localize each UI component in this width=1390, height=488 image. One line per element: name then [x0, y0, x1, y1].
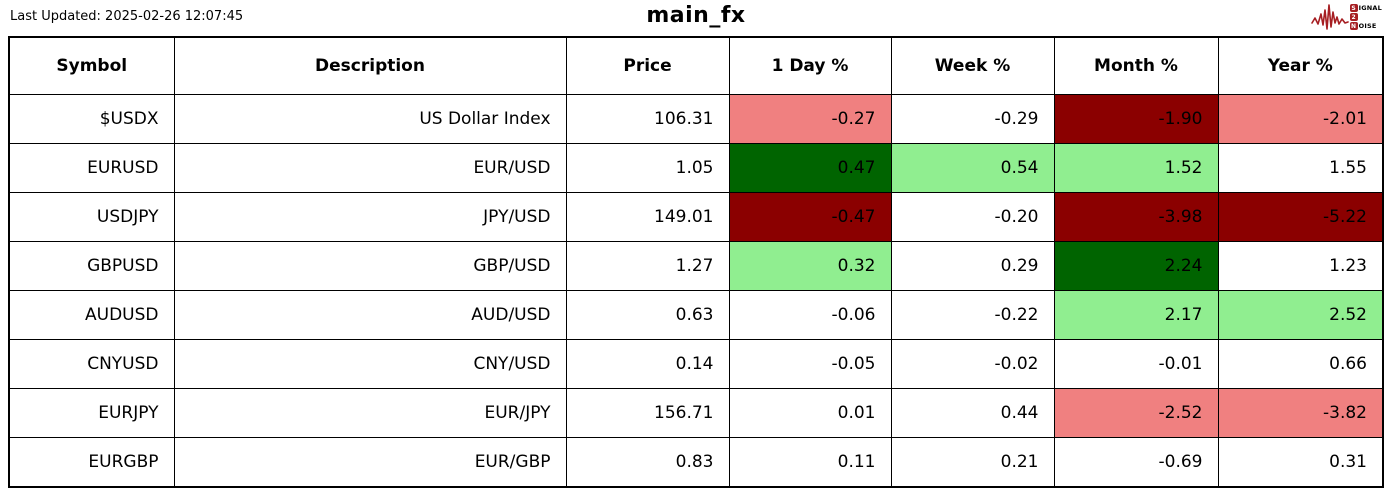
cell-change-1day: 0.32: [728, 241, 892, 291]
cell-symbol: EURGBP: [8, 437, 175, 488]
cell-change-year: 1.23: [1217, 241, 1384, 291]
cell-symbol: EURUSD: [8, 143, 175, 193]
page-title: main_fx: [646, 3, 746, 28]
cell-description: AUD/USD: [173, 290, 567, 340]
cell-price: 156.71: [565, 388, 730, 438]
cell-symbol: EURJPY: [8, 388, 175, 438]
top-bar: Last Updated: 2025-02-26 12:07:45 main_f…: [10, 0, 1382, 36]
cell-change-month: -0.69: [1053, 437, 1219, 488]
cell-change-month: 2.17: [1053, 290, 1219, 340]
cell-change-year: -5.22: [1217, 192, 1384, 242]
last-updated-text: Last Updated: 2025-02-26 12:07:45: [10, 9, 244, 24]
col-header-price: Price: [565, 36, 730, 95]
cell-change-1day: 0.01: [728, 388, 892, 438]
table-header: Symbol Description Price 1 Day % Week % …: [8, 36, 1384, 95]
cell-change-1day: 0.47: [728, 143, 892, 193]
logo-line-signal: S IGNAL: [1349, 4, 1382, 13]
cell-price: 0.83: [565, 437, 730, 488]
table-row: GBPUSD GBP/USD 1.27 0.32 0.29 2.24 1.23: [8, 241, 1384, 291]
cell-change-year: -3.82: [1217, 388, 1384, 438]
logo-rest-oise: OISE: [1358, 22, 1377, 30]
cell-change-year: 0.66: [1217, 339, 1384, 389]
cell-change-month: -0.01: [1053, 339, 1219, 389]
cell-description: CNY/USD: [173, 339, 567, 389]
cell-price: 0.14: [565, 339, 730, 389]
cell-change-year: 1.55: [1217, 143, 1384, 193]
cell-price: 1.27: [565, 241, 730, 291]
signal2noise-logo: S IGNAL 2 N OISE: [1310, 3, 1382, 31]
cell-price: 0.63: [565, 290, 730, 340]
cell-change-month: 1.52: [1053, 143, 1219, 193]
cell-description: JPY/USD: [173, 192, 567, 242]
logo-line-2: 2: [1349, 13, 1382, 22]
cell-description: EUR/GBP: [173, 437, 567, 488]
logo-box-2: 2: [1349, 13, 1358, 21]
cell-change-1day: -0.27: [728, 94, 892, 144]
table-row: EURUSD EUR/USD 1.05 0.47 0.54 1.52 1.55: [8, 143, 1384, 193]
cell-change-month: 2.24: [1053, 241, 1219, 291]
logo-text: S IGNAL 2 N OISE: [1349, 4, 1382, 31]
cell-change-month: -2.52: [1053, 388, 1219, 438]
table-row: $USDX US Dollar Index 106.31 -0.27 -0.29 -1.9…: [8, 94, 1384, 144]
cell-price: 1.05: [565, 143, 730, 193]
cell-change-week: 0.29: [890, 241, 1055, 291]
col-header-year: Year %: [1217, 36, 1384, 95]
cell-price: 106.31: [565, 94, 730, 144]
col-header-1day: 1 Day %: [728, 36, 892, 95]
table-row: AUDUSD AUD/USD 0.63 -0.06 -0.22 2.17 2.52: [8, 290, 1384, 340]
logo-box-n: N: [1349, 22, 1358, 30]
cell-change-week: -0.20: [890, 192, 1055, 242]
table-row: USDJPY JPY/USD 149.01 -0.47 -0.20 -3.98 -5.22: [8, 192, 1384, 242]
cell-change-year: 2.52: [1217, 290, 1384, 340]
table-body: $USDX US Dollar Index 106.31 -0.27 -0.29 -1.9…: [8, 94, 1384, 488]
col-header-week: Week %: [890, 36, 1055, 95]
cell-symbol: USDJPY: [8, 192, 175, 242]
cell-symbol: $USDX: [8, 94, 175, 144]
table-row: CNYUSD CNY/USD 0.14 -0.05 -0.02 -0.01 0.66: [8, 339, 1384, 389]
cell-symbol: GBPUSD: [8, 241, 175, 291]
cell-symbol: CNYUSD: [8, 339, 175, 389]
cell-change-year: -2.01: [1217, 94, 1384, 144]
cell-description: EUR/USD: [173, 143, 567, 193]
cell-change-week: -0.02: [890, 339, 1055, 389]
cell-description: GBP/USD: [173, 241, 567, 291]
col-header-description: Description: [173, 36, 567, 95]
cell-change-year: 0.31: [1217, 437, 1384, 488]
cell-change-1day: -0.47: [728, 192, 892, 242]
cell-symbol: AUDUSD: [8, 290, 175, 340]
cell-change-week: 0.44: [890, 388, 1055, 438]
header-row: Symbol Description Price 1 Day % Week % …: [8, 36, 1384, 95]
logo-rest-ignal: IGNAL: [1358, 4, 1382, 12]
cell-change-week: 0.21: [890, 437, 1055, 488]
cell-change-month: -1.90: [1053, 94, 1219, 144]
table-row: EURGBP EUR/GBP 0.83 0.11 0.21 -0.69 0.31: [8, 437, 1384, 488]
col-header-symbol: Symbol: [8, 36, 175, 95]
logo-box-s: S: [1349, 4, 1358, 12]
cell-change-1day: -0.06: [728, 290, 892, 340]
logo-line-noise: N OISE: [1349, 22, 1382, 31]
cell-description: EUR/JPY: [173, 388, 567, 438]
cell-price: 149.01: [565, 192, 730, 242]
table-row: EURJPY EUR/JPY 156.71 0.01 0.44 -2.52 -3.82: [8, 388, 1384, 438]
cell-change-1day: 0.11: [728, 437, 892, 488]
cell-change-month: -3.98: [1053, 192, 1219, 242]
cell-change-week: 0.54: [890, 143, 1055, 193]
col-header-month: Month %: [1053, 36, 1219, 95]
cell-description: US Dollar Index: [173, 94, 567, 144]
fx-table: Symbol Description Price 1 Day % Week % …: [8, 36, 1384, 488]
cell-change-week: -0.29: [890, 94, 1055, 144]
cell-change-week: -0.22: [890, 290, 1055, 340]
cell-change-1day: -0.05: [728, 339, 892, 389]
waveform-icon: [1310, 4, 1349, 30]
